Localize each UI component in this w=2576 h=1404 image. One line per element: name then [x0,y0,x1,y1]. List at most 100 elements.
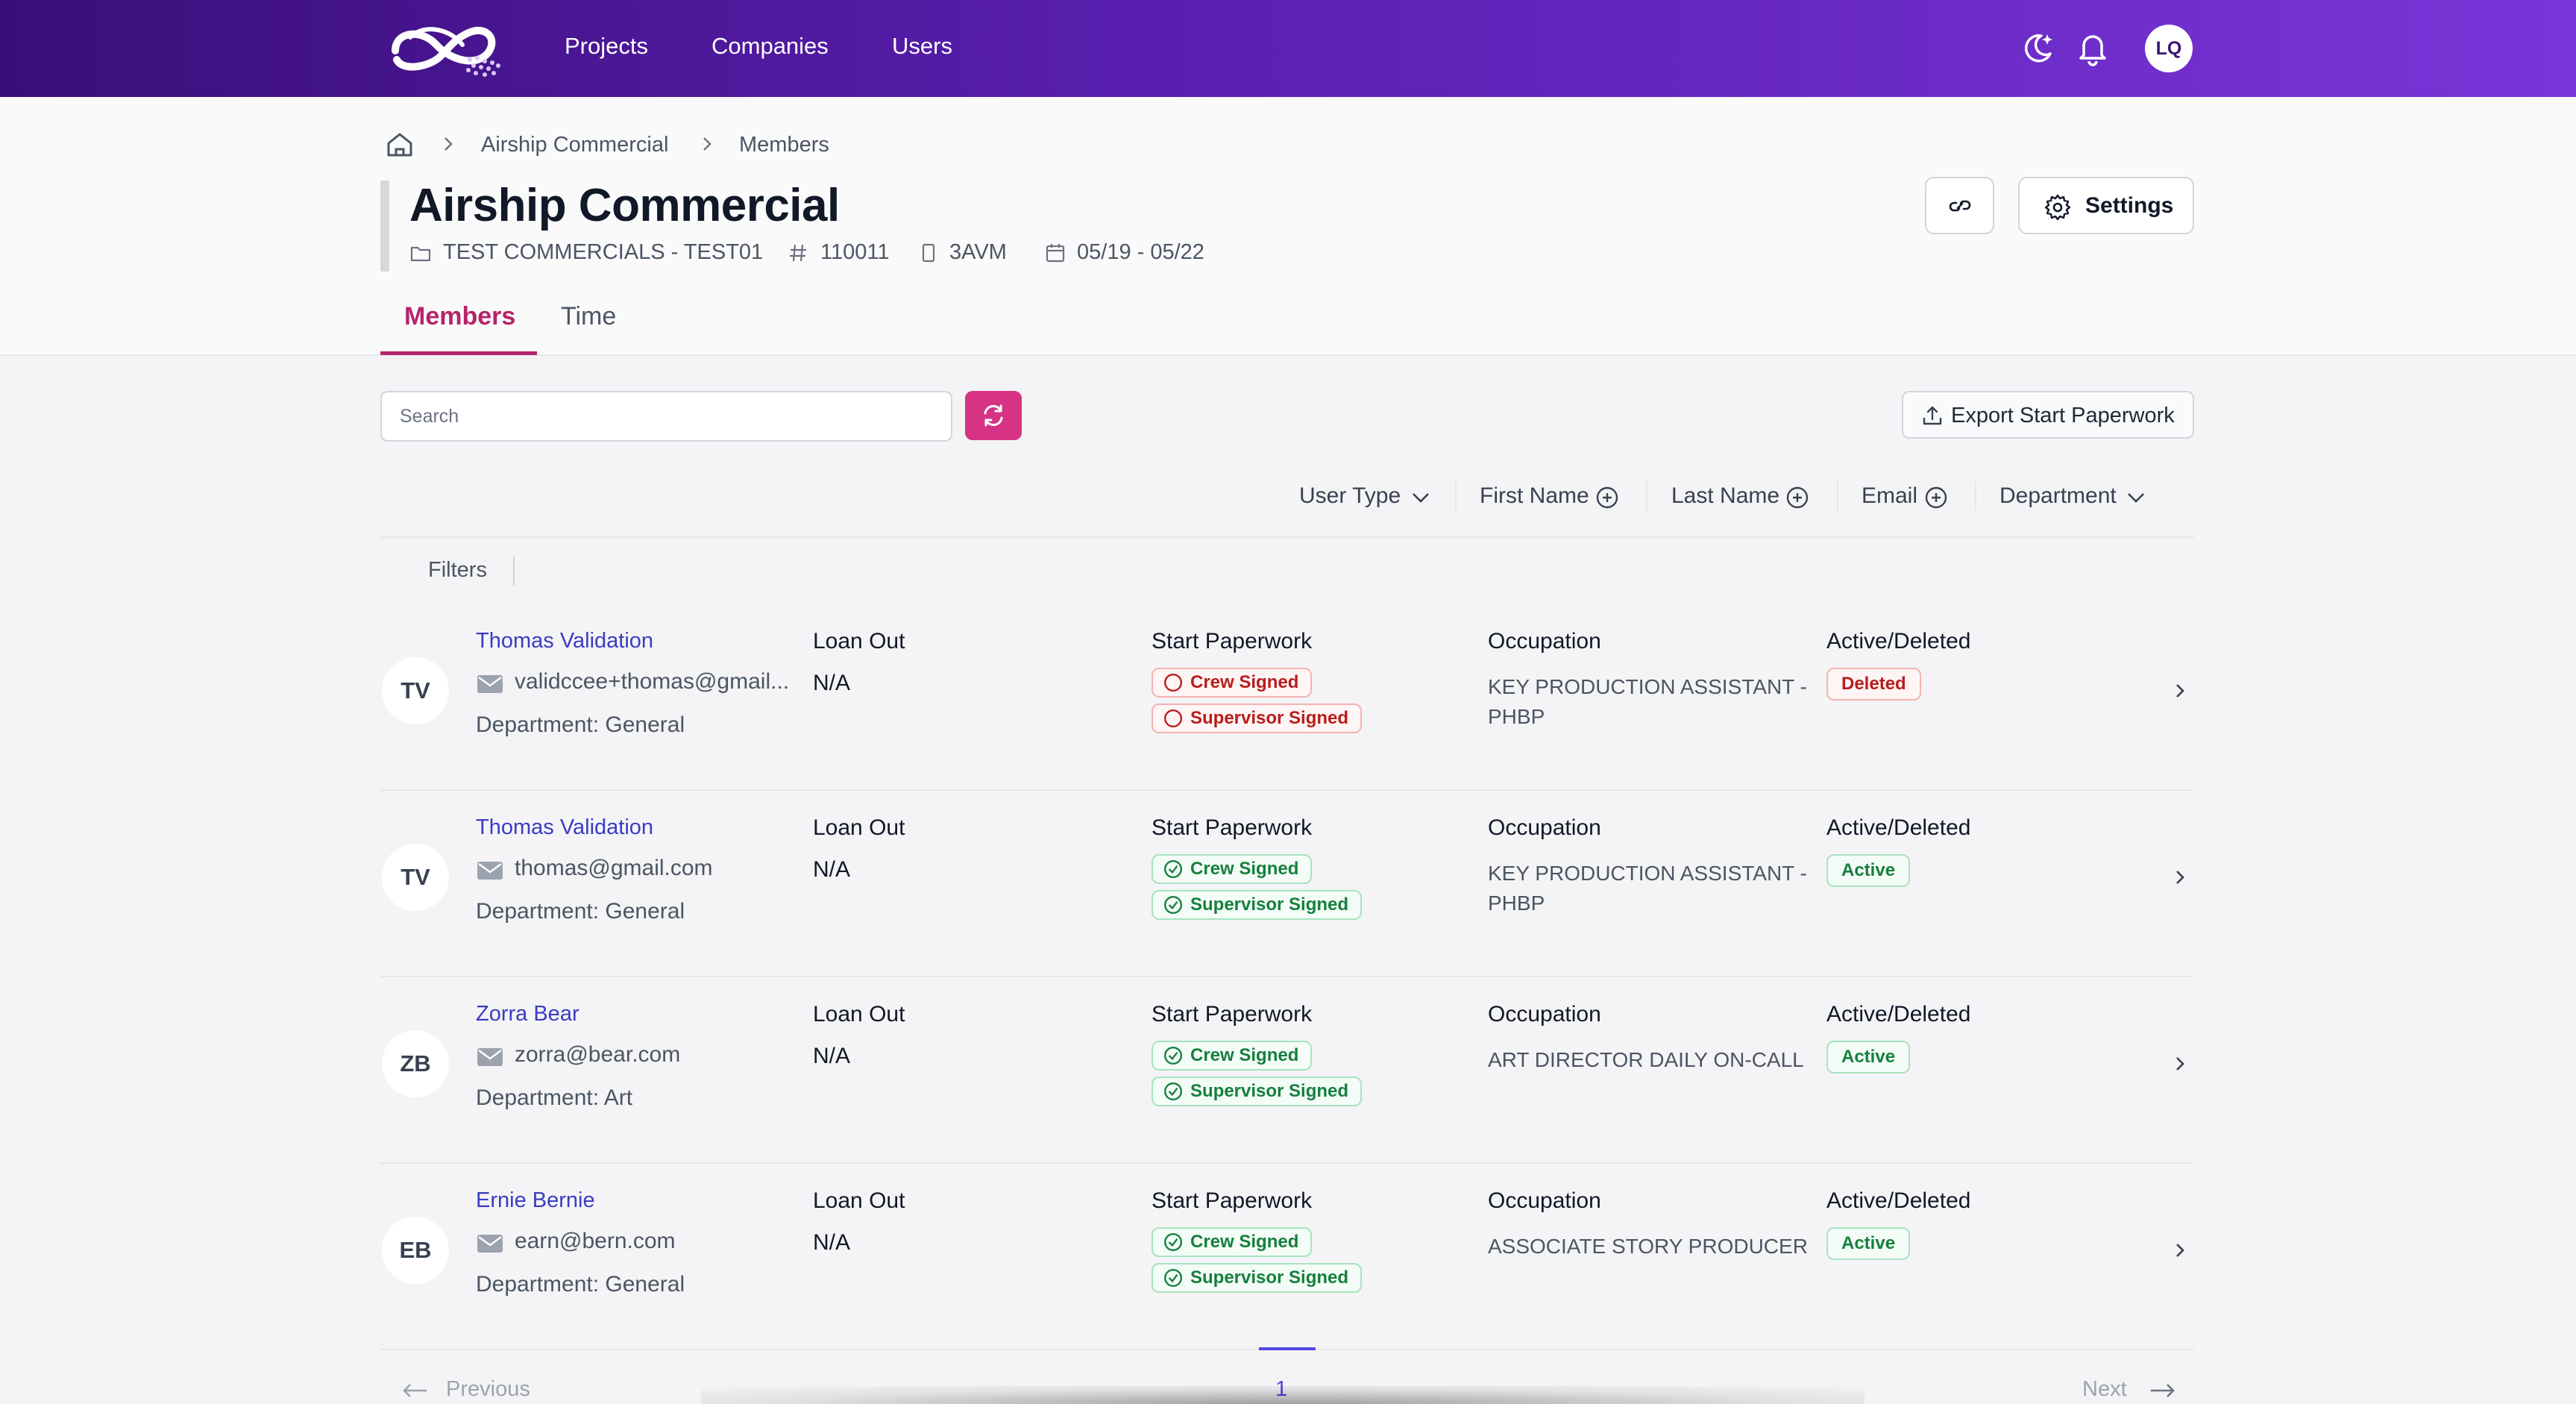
supervisor-signed-label: Supervisor Signed [1190,1081,1349,1101]
check-circle-icon [1163,859,1183,879]
start-paperwork-label: Start Paperwork [1152,815,1313,840]
member-department: Department: General [476,899,685,924]
member-name-link[interactable]: Thomas Validation [476,629,654,653]
crew-signed-badge: Crew Signed [1152,854,1313,884]
moon-star-icon[interactable] [2016,25,2061,70]
loan-out-value: N/A [813,1230,851,1255]
status-label: Active/Deleted [1826,1188,1971,1213]
copy-link-button[interactable] [1925,177,1994,234]
chevron-down-icon[interactable] [1408,485,1433,510]
member-name-link[interactable]: Thomas Validation [476,815,654,839]
settings-button[interactable]: Settings [2018,177,2194,234]
gear-icon [2044,194,2071,221]
previous-page-button[interactable]: Previous [446,1377,530,1401]
loan-out-label: Loan Out [813,1002,905,1027]
member-name-link[interactable]: Ernie Bernie [476,1188,595,1212]
member-occupation: KEY PRODUCTION ASSISTANT - PHBP [1488,862,1807,915]
project-number: 110011 [820,240,890,264]
supervisor-signed-label: Supervisor Signed [1190,1267,1349,1288]
page-title: Airship Commercial [409,180,840,231]
plus-circle-icon[interactable] [1923,485,1949,510]
occupation-label: Occupation [1488,815,1601,840]
crew-signed-label: Crew Signed [1190,859,1299,879]
project-company: TEST COMMERCIALS - TEST01 [443,240,764,264]
loan-out-value: N/A [813,1044,851,1068]
occupation-label: Occupation [1488,1002,1601,1027]
loan-out-label: Loan Out [813,815,905,840]
current-page-indicator [1259,1347,1316,1350]
nav-companies[interactable]: Companies [711,33,829,59]
supervisor-signed-badge: Supervisor Signed [1152,1076,1363,1106]
mail-icon [477,1048,503,1066]
tab-members[interactable]: Members [404,302,516,330]
row-divider [380,976,2194,977]
column-last-name[interactable]: Last Name [1671,483,1780,508]
filters-label[interactable]: Filters [428,558,487,582]
member-row[interactable]: EB Ernie Bernie earn@bern.com Department: G… [380,1168,2194,1354]
start-paperwork-label: Start Paperwork [1152,1002,1313,1027]
crew-signed-label: Crew Signed [1190,672,1299,692]
bell-icon[interactable] [2070,25,2115,70]
member-email: validccee+thomas@gmail... [515,669,790,694]
column-first-name[interactable]: First Name [1480,483,1589,508]
member-department: Department: Art [476,1085,633,1110]
member-row[interactable]: ZB Zorra Bear zorra@bear.com Department: Ar… [380,981,2194,1168]
start-paperwork-label: Start Paperwork [1152,1188,1313,1213]
tab-time[interactable]: Time [561,302,617,330]
status-label: Active/Deleted [1826,815,1971,840]
member-occupation: KEY PRODUCTION ASSISTANT - PHBP [1488,675,1807,728]
chevron-right-icon[interactable] [2170,680,2190,702]
member-email: thomas@gmail.com [515,856,713,880]
member-occupation: ASSOCIATE STORY PRODUCER [1488,1235,1808,1258]
mail-icon [477,862,503,880]
status-badge: Active [1826,1041,1911,1074]
plus-circle-icon[interactable] [1595,485,1620,510]
search-input[interactable] [380,391,952,442]
status-label: Active/Deleted [1826,1002,1971,1027]
column-email[interactable]: Email [1862,483,1918,508]
chevron-right-icon[interactable] [2170,866,2190,889]
column-department[interactable]: Department [1999,483,2117,508]
member-department: Department: General [476,712,685,737]
loan-out-value: N/A [813,671,851,695]
loan-out-value: N/A [813,857,851,882]
check-circle-icon [1163,1232,1183,1252]
chevron-right-icon[interactable] [2170,1239,2190,1262]
chevron-right-icon[interactable] [2170,1053,2190,1075]
column-divider [1455,481,1457,511]
breadcrumb-project[interactable]: Airship Commercial [481,133,669,157]
column-divider [1837,481,1838,511]
member-department: Department: General [476,1272,685,1297]
crew-signed-badge: Crew Signed [1152,668,1313,698]
home-icon[interactable] [386,131,414,158]
hash-icon [790,244,806,262]
member-avatar: TV [382,844,449,911]
refresh-button[interactable] [965,391,1022,440]
column-user-type[interactable]: User Type [1299,483,1401,508]
refresh-icon [984,404,1003,427]
user-avatar[interactable]: LQ [2145,25,2193,72]
crew-signed-badge: Crew Signed [1152,1227,1313,1257]
device-icon [922,243,935,263]
project-dates: 05/19 - 05/22 [1077,240,1204,264]
member-name-link[interactable]: Zorra Bear [476,1002,579,1026]
plus-circle-icon[interactable] [1785,485,1810,510]
check-circle-icon [1163,895,1183,915]
page-number-1[interactable]: 1 [1275,1377,1287,1402]
member-row[interactable]: TV Thomas Validation thomas@gmail.com Depar… [380,795,2194,981]
nav-projects[interactable]: Projects [565,33,648,59]
supervisor-signed-label: Supervisor Signed [1190,708,1349,728]
breadcrumb-members[interactable]: Members [739,133,829,157]
supervisor-signed-badge: Supervisor Signed [1152,703,1363,733]
member-row[interactable]: TV Thomas Validation validccee+thomas@gmai… [380,608,2194,795]
chevron-down-icon[interactable] [2123,485,2149,510]
member-avatar: ZB [382,1030,449,1097]
company-logo[interactable] [380,15,511,82]
export-button-label: Export Start Paperwork [1951,404,2175,427]
next-page-button[interactable]: Next [2082,1377,2127,1401]
nav-users[interactable]: Users [892,33,952,59]
member-occupation: ART DIRECTOR DAILY ON-CALL [1488,1048,1804,1071]
crew-signed-badge: Crew Signed [1152,1041,1313,1071]
export-start-paperwork-button[interactable]: Export Start Paperwork [1902,391,2194,439]
check-circle-icon [1163,1046,1183,1065]
